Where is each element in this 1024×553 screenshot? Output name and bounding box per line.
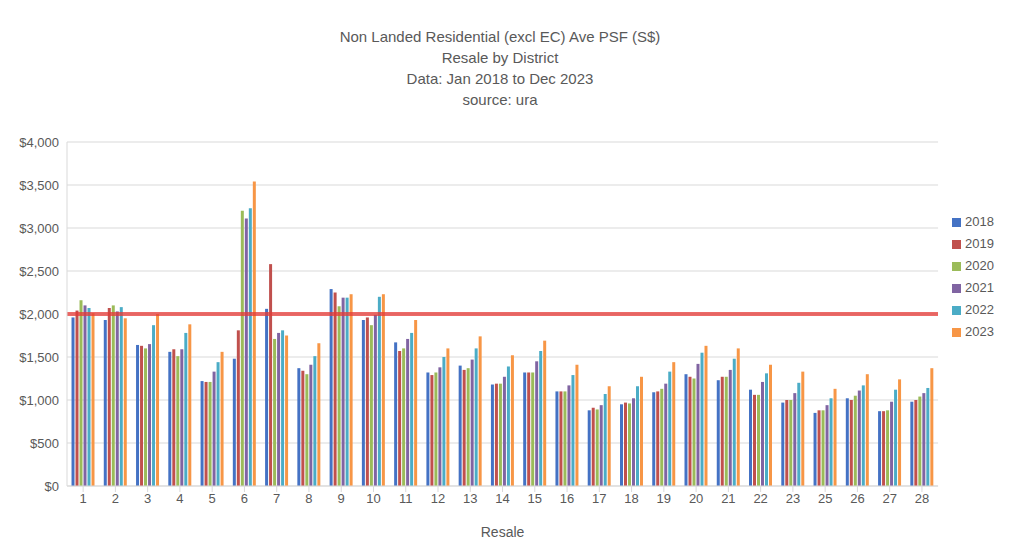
svg-text:22: 22 xyxy=(753,491,767,506)
svg-text:Resale: Resale xyxy=(481,524,525,540)
svg-text:11: 11 xyxy=(399,491,413,506)
svg-text:10: 10 xyxy=(366,491,380,506)
svg-text:13: 13 xyxy=(463,491,477,506)
svg-text:18: 18 xyxy=(624,491,638,506)
svg-text:16: 16 xyxy=(560,491,574,506)
html-text:2019: 2019 xyxy=(965,235,994,251)
svg-text:15: 15 xyxy=(528,491,542,506)
html-text:Non Landed Residential (excl E: Non Landed Residential (excl EC) Ave PSF… xyxy=(339,28,661,45)
html-text:2023: 2023 xyxy=(965,323,994,339)
svg-text:14: 14 xyxy=(495,491,509,506)
html-text:Data: Jan 2018 to Dec 2023: Data: Jan 2018 to Dec 2023 xyxy=(406,70,594,87)
svg-text:$3,500: $3,500 xyxy=(19,178,59,193)
html-text:source: ura: source: ura xyxy=(462,91,538,108)
html-text:Resale by District: Resale by District xyxy=(441,49,559,66)
svg-text:17: 17 xyxy=(592,491,606,506)
svg-text:4: 4 xyxy=(176,491,183,506)
svg-text:$500: $500 xyxy=(30,436,59,451)
svg-text:5: 5 xyxy=(209,491,216,506)
svg-text:20: 20 xyxy=(689,491,703,506)
svg-text:$1,500: $1,500 xyxy=(19,350,59,365)
svg-text:$2,500: $2,500 xyxy=(19,264,59,279)
svg-text:9: 9 xyxy=(338,491,345,506)
svg-text:23: 23 xyxy=(786,491,800,506)
svg-text:7: 7 xyxy=(273,491,280,506)
svg-text:1: 1 xyxy=(80,491,87,506)
svg-text:3: 3 xyxy=(144,491,151,506)
svg-text:2: 2 xyxy=(112,491,119,506)
svg-text:12: 12 xyxy=(431,491,445,506)
svg-text:26: 26 xyxy=(850,491,864,506)
svg-text:$0: $0 xyxy=(45,479,59,494)
html-text:2020: 2020 xyxy=(965,257,994,273)
svg-text:8: 8 xyxy=(305,491,312,506)
svg-text:21: 21 xyxy=(721,491,735,506)
svg-text:$1,000: $1,000 xyxy=(19,393,59,408)
html-text:2021: 2021 xyxy=(965,279,994,295)
svg-text:$2,000: $2,000 xyxy=(19,307,59,322)
svg-text:$3,000: $3,000 xyxy=(19,221,59,236)
html-text:2022: 2022 xyxy=(965,301,994,317)
svg-text:$4,000: $4,000 xyxy=(19,135,59,150)
svg-text:28: 28 xyxy=(915,491,929,506)
html-text:2018: 2018 xyxy=(965,213,994,229)
svg-text:6: 6 xyxy=(241,491,248,506)
svg-text:25: 25 xyxy=(818,491,832,506)
svg-text:27: 27 xyxy=(882,491,896,506)
svg-text:19: 19 xyxy=(657,491,671,506)
